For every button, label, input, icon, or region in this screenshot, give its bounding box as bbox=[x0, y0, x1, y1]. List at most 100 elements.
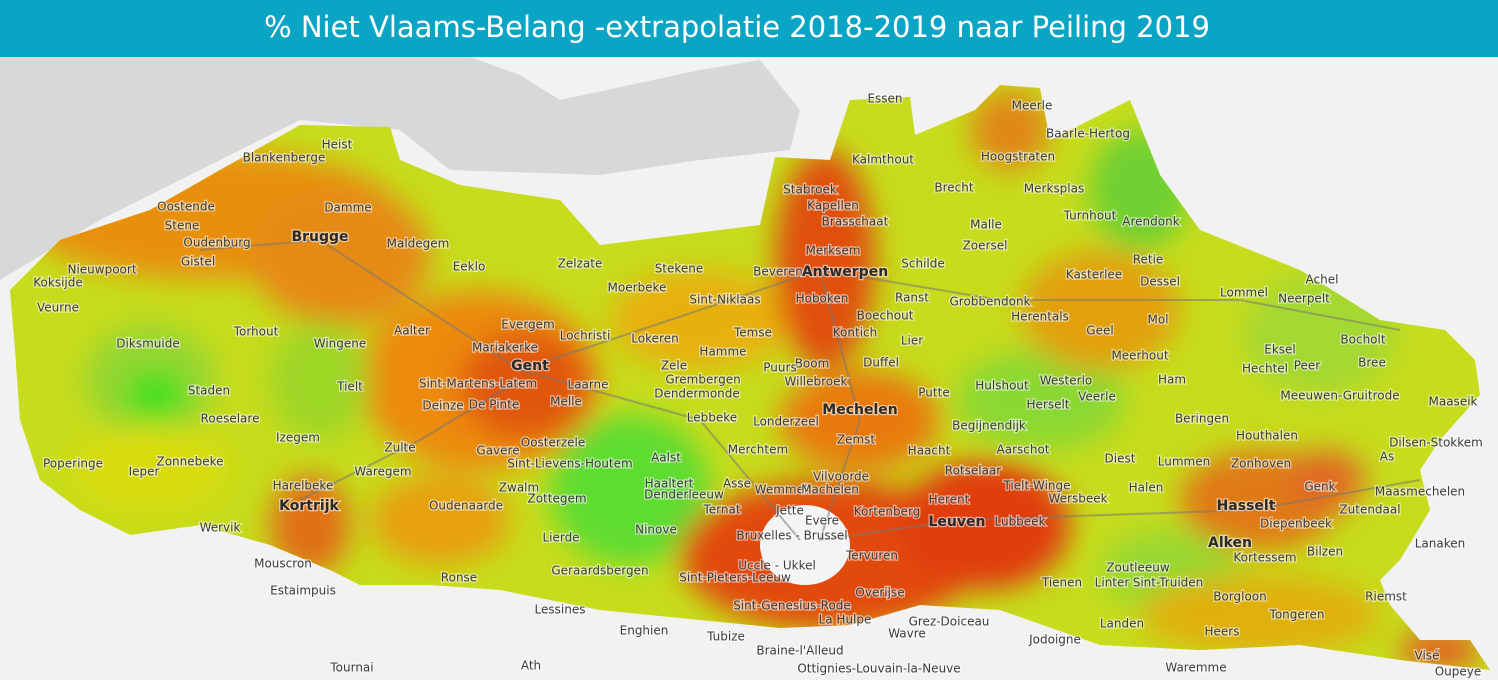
place-label: Bocholt bbox=[1340, 333, 1385, 347]
place-label: Begijnendijk bbox=[952, 419, 1026, 433]
place-label: Zutendaal bbox=[1339, 503, 1400, 517]
place-label: Maaseik bbox=[1429, 395, 1478, 409]
place-label: Gistel bbox=[181, 255, 215, 269]
place-label: Halen bbox=[1129, 481, 1164, 495]
place-label: Jette bbox=[775, 504, 804, 518]
place-label: Stekene bbox=[655, 262, 704, 276]
place-label: Roeselare bbox=[201, 412, 260, 426]
place-label: Tielt bbox=[336, 380, 363, 394]
place-label: Diepenbeek bbox=[1260, 517, 1332, 531]
place-label: Nieuwpoort bbox=[67, 263, 136, 277]
place-label: Lummen bbox=[1158, 455, 1210, 469]
place-label: Evergem bbox=[501, 318, 554, 332]
place-label: Tielt-Winge bbox=[1002, 479, 1070, 493]
place-label: Overijse bbox=[855, 586, 904, 600]
place-label: Lierde bbox=[542, 531, 579, 545]
place-label: Wersbeek bbox=[1048, 492, 1107, 506]
place-label: Retie bbox=[1133, 253, 1164, 267]
place-label: Braine-l'Alleud bbox=[756, 644, 843, 658]
place-label: Wervik bbox=[200, 521, 241, 535]
place-label: Kasterlee bbox=[1066, 268, 1122, 282]
place-label: Herent bbox=[929, 493, 970, 507]
place-label: Beveren bbox=[753, 265, 803, 279]
place-label: Houthalen bbox=[1236, 429, 1298, 443]
place-label: Visé bbox=[1415, 649, 1440, 663]
place-label: Tervuren bbox=[845, 549, 898, 563]
place-label: Heist bbox=[322, 138, 353, 152]
place-label: Dessel bbox=[1140, 275, 1180, 289]
place-label: Brugge bbox=[291, 229, 348, 245]
place-label: Aarschot bbox=[997, 443, 1050, 457]
place-label: Zulte bbox=[384, 441, 415, 455]
place-label: Ranst bbox=[895, 291, 929, 305]
place-label: Ternat bbox=[702, 503, 740, 517]
place-label: Veurne bbox=[37, 301, 79, 315]
place-label: Aalst bbox=[651, 451, 681, 465]
place-label: Rotselaar bbox=[945, 464, 1002, 478]
place-label: Deinze bbox=[422, 399, 463, 413]
place-label: Turnhout bbox=[1063, 209, 1117, 223]
place-label: Willebroek bbox=[785, 375, 848, 389]
place-label: Meerle bbox=[1012, 99, 1053, 113]
place-label: Herentals bbox=[1011, 310, 1069, 324]
place-label: Estaimpuis bbox=[270, 584, 336, 598]
place-label: Schilde bbox=[901, 257, 945, 271]
place-label: Temse bbox=[733, 326, 772, 340]
place-label: Mol bbox=[1147, 313, 1168, 327]
place-label: As bbox=[1380, 450, 1394, 464]
place-label: Wavre bbox=[888, 627, 926, 641]
place-label: Oostende bbox=[157, 200, 215, 214]
place-label: Bruxelles - Brussel bbox=[736, 529, 847, 543]
place-label: Oudenburg bbox=[183, 236, 250, 250]
place-label: Hamme bbox=[699, 345, 746, 359]
place-label: Laarne bbox=[567, 378, 608, 392]
place-label: Ninove bbox=[635, 523, 677, 537]
place-label: Oupeye bbox=[1435, 665, 1482, 679]
place-label: Mouscron bbox=[254, 557, 312, 571]
place-label: Lier bbox=[901, 334, 923, 348]
place-label: Meeuwen-Gruitrode bbox=[1280, 389, 1399, 403]
place-label: Zonnebeke bbox=[156, 455, 223, 469]
place-label: Zemst bbox=[837, 433, 876, 447]
place-label: Ronse bbox=[441, 571, 477, 585]
place-label: Lommel bbox=[1220, 286, 1268, 300]
place-label: Lebbeke bbox=[687, 411, 737, 425]
place-label: Stabroek bbox=[783, 183, 837, 197]
place-label: Aalter bbox=[394, 324, 430, 338]
place-label: Tubize bbox=[706, 630, 745, 644]
place-label: Brecht bbox=[934, 181, 973, 195]
place-label: Sint-Truiden bbox=[1133, 576, 1204, 590]
place-label: Mariakerke bbox=[472, 341, 538, 355]
place-label: Peer bbox=[1294, 359, 1321, 373]
title: % Niet Vlaams-Belang -extrapolatie 2018-… bbox=[264, 10, 1210, 44]
place-label: De Pinte bbox=[469, 398, 519, 412]
place-label: Boechout bbox=[857, 309, 914, 323]
place-label: Dilsen-Stokkem bbox=[1389, 436, 1483, 450]
place-label: Zoutleeuw bbox=[1106, 561, 1170, 575]
place-label: Kapellen bbox=[807, 199, 859, 213]
place-label: Tienen bbox=[1041, 576, 1082, 590]
place-label: Neerpelt bbox=[1278, 292, 1330, 306]
place-label: Lanaken bbox=[1415, 537, 1466, 551]
place-label: Blankenberge bbox=[243, 151, 326, 165]
place-label: Harelbeke bbox=[273, 479, 334, 493]
place-label: Essen bbox=[867, 92, 902, 106]
place-label: Evere bbox=[805, 514, 839, 528]
place-label: Zottegem bbox=[527, 492, 586, 506]
place-label: Kortessem bbox=[1233, 551, 1296, 565]
place-label: Heers bbox=[1205, 625, 1240, 639]
place-label: Sint-Niklaas bbox=[689, 293, 760, 307]
place-label: Haacht bbox=[908, 444, 951, 458]
place-label: Enghien bbox=[620, 624, 669, 638]
place-label: Herselt bbox=[1026, 398, 1069, 412]
place-label: Hechtel bbox=[1242, 362, 1288, 376]
place-label: Ieper bbox=[129, 465, 160, 479]
place-label: Boom bbox=[795, 357, 830, 371]
place-label: Zoersel bbox=[963, 239, 1008, 253]
place-label: Maasmechelen bbox=[1375, 485, 1465, 499]
place-label: Zwalm bbox=[499, 481, 539, 495]
place-label: Hoogstraten bbox=[981, 150, 1055, 164]
place-label: Waremme bbox=[1165, 661, 1226, 675]
place-label: Lokeren bbox=[631, 332, 678, 346]
